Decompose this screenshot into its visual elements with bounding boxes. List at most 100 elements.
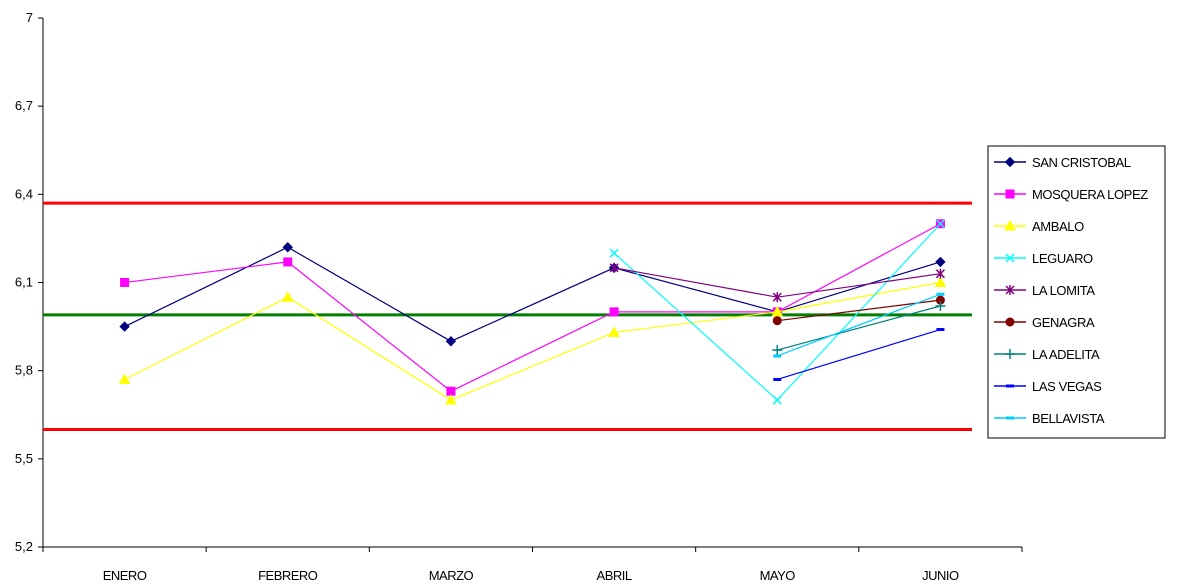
y-tick-label: 7 (26, 10, 33, 25)
series-line-las-vegas (777, 328, 941, 381)
legend-label: BELLAVISTA (1032, 411, 1105, 426)
y-tick-label: 6,1 (15, 275, 33, 290)
data-point-mosquera-lopez (609, 307, 619, 317)
data-point-san-cristobal (445, 336, 457, 347)
series-line-san-cristobal (124, 246, 941, 342)
legend-swatch-marker (1005, 253, 1015, 263)
legend-item-la-lomita: LA LOMITA (994, 283, 1096, 298)
data-point-genagra (772, 316, 782, 326)
marker-circle (772, 316, 782, 326)
legend-swatch-marker (1005, 285, 1015, 295)
marker-diamond (119, 321, 130, 332)
series-mosquera-lopez (120, 219, 945, 396)
series-san-cristobal (119, 242, 946, 347)
data-point-la-adelita (772, 345, 783, 356)
legend-item-san-cristobal: SAN CRISTOBAL (994, 155, 1131, 170)
data-point-leguaro (609, 248, 619, 258)
y-tick-label: 6,4 (15, 186, 33, 201)
x-tick-label: MARZO (429, 568, 474, 583)
marker-square (609, 307, 619, 317)
legend-label: AMBALO (1032, 219, 1084, 234)
marker-x-stroke (935, 219, 945, 229)
data-point-ambalo (771, 305, 784, 317)
marker-triangle (771, 305, 784, 317)
y-tick-label: 6,7 (15, 98, 33, 113)
series-las-vegas (773, 328, 945, 381)
legend-label: LA ADELITA (1032, 347, 1100, 362)
data-point-la-lomita (609, 262, 619, 273)
marker-diamond (282, 242, 293, 253)
legend-item-las-vegas: LAS VEGAS (994, 379, 1103, 394)
marker-x-stroke (1005, 253, 1015, 263)
marker-triangle (118, 373, 131, 384)
legend-label: GENAGRA (1032, 315, 1095, 330)
series-line-la-adelita (777, 305, 941, 351)
data-point-san-cristobal (282, 242, 293, 253)
marker-triangle (445, 394, 457, 405)
legend-swatch-marker (1005, 317, 1015, 327)
series-line-ambalo (124, 281, 941, 401)
y-tick-label: 5,5 (15, 451, 33, 466)
marker-square (283, 257, 293, 267)
legend-swatch-marker (1004, 156, 1016, 168)
series-bellavista (773, 292, 945, 358)
marker-square (120, 278, 130, 287)
data-point-ambalo (118, 373, 131, 384)
marker-circle (1005, 317, 1015, 327)
axes: 5,2 5,5 5,8 6,1 6,4 6,7 7 ENERO FEBRERO MARZO ABRI… (15, 10, 1023, 583)
marker-square (1005, 189, 1015, 199)
series-genagra (772, 295, 945, 326)
data-point-mosquera-lopez (120, 278, 130, 287)
marker-diamond (935, 256, 946, 268)
series-la-lomita (609, 262, 945, 303)
x-tick-label: MAYO (760, 568, 796, 583)
series-leguaro (609, 219, 945, 405)
data-point-ambalo (445, 394, 457, 405)
legend-item-bellavista: BELLAVISTA (994, 411, 1105, 426)
marker-diamond (445, 336, 457, 347)
data-point-la-lomita (772, 292, 782, 303)
legend-item-mosquera-lopez: MOSQUERA LOPEZ (994, 187, 1149, 202)
series-line-mosquera-lopez (124, 223, 941, 392)
x-tick-label: FEBRERO (258, 568, 318, 583)
marker-triangle (1004, 219, 1016, 231)
x-tick-label: JUNIO (922, 568, 959, 583)
legend-item-leguaro: LEGUARO (994, 251, 1093, 266)
legend-label: LEGUARO (1032, 251, 1093, 266)
marker-triangle (608, 326, 620, 337)
data-point-leguaro (935, 219, 945, 229)
series-la-adelita (772, 301, 946, 356)
data-point-leguaro (772, 395, 782, 405)
y-tick-label: 5,8 (15, 363, 33, 378)
legend-item-ambalo: AMBALO (994, 219, 1084, 234)
data-point-la-lomita (935, 268, 945, 279)
data-point-ambalo (608, 326, 620, 337)
marker-diamond (1004, 156, 1016, 168)
legend-label: LAS VEGAS (1032, 379, 1102, 394)
legend-swatch-marker (1005, 189, 1015, 199)
data-point-ambalo (934, 276, 947, 287)
marker-x-stroke (772, 395, 782, 405)
legend-item-genagra: GENAGRA (994, 315, 1095, 330)
x-tick-label: ENERO (103, 568, 147, 583)
data-point-san-cristobal (119, 321, 130, 332)
marker-triangle (281, 291, 294, 302)
series-line-bellavista (777, 293, 941, 357)
series-layer (118, 219, 947, 405)
data-point-ambalo (281, 291, 294, 302)
data-point-san-cristobal (935, 256, 946, 268)
legend-swatch-marker (1005, 349, 1015, 359)
series-ambalo (118, 276, 947, 405)
x-tick-label: ABRIL (597, 568, 632, 583)
legend-label: LA LOMITA (1032, 283, 1095, 298)
reference-lines (43, 201, 972, 431)
series-line-genagra (777, 299, 941, 322)
data-point-mosquera-lopez (283, 257, 293, 267)
marker-x-stroke (609, 248, 619, 258)
y-tick-label: 5,2 (15, 539, 33, 554)
legend-swatch-marker (1004, 219, 1016, 231)
marker-triangle (934, 276, 947, 287)
data-point-la-adelita (935, 301, 946, 312)
legend-item-la-adelita: LA ADELITA (994, 347, 1100, 362)
